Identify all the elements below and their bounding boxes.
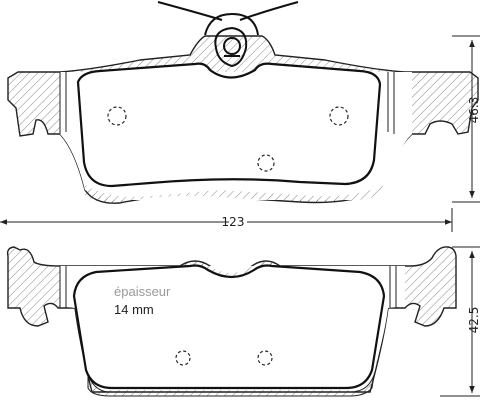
dimension-height-bottom-label: 42.5 (467, 307, 481, 334)
dimension-height-bottom (440, 246, 480, 397)
top-hole-left (107, 106, 127, 126)
top-hole-center (257, 154, 275, 172)
top-friction-material (76, 62, 382, 188)
bottom-brake-pad (6, 246, 457, 397)
bottom-hole-left (175, 350, 191, 366)
bottom-hole-right (257, 350, 273, 366)
dimension-width (0, 208, 453, 232)
top-hole-right (329, 106, 349, 126)
bottom-friction-material (72, 264, 386, 390)
top-brake-pad (7, 1, 479, 204)
dimension-width-label: 123 (222, 215, 245, 229)
thickness-note-value: 14 mm (114, 302, 154, 317)
thickness-note-label: épaisseur (114, 284, 171, 299)
spring-clip (157, 1, 299, 68)
dimension-height-top-label: 46.3 (467, 97, 481, 124)
dimension-height-top (452, 35, 480, 203)
